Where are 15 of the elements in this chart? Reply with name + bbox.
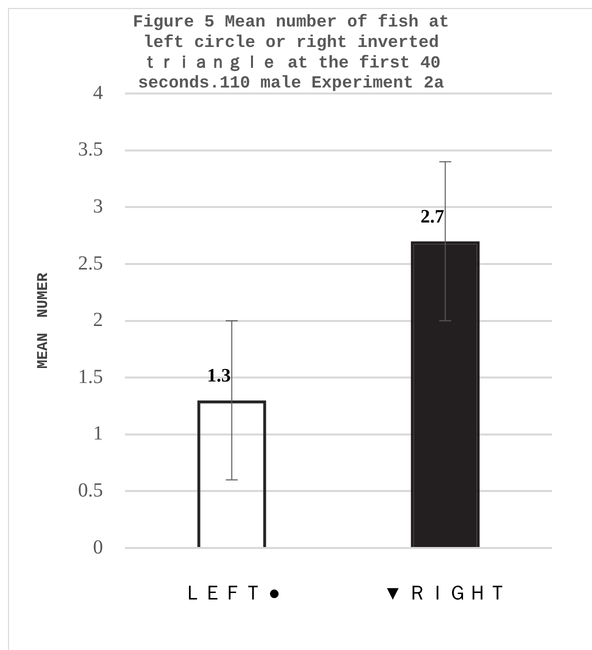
x-tick-label: ▼ ＲＩＧＨＴ <box>382 582 508 604</box>
y-tick-label: 3.5 <box>78 138 103 161</box>
y-tick-label: 1 <box>93 422 103 445</box>
y-tick-label: 0 <box>93 536 103 558</box>
y-tick-label: 0.5 <box>78 479 103 502</box>
y-axis-title: MEAN NUMER <box>34 272 52 369</box>
y-tick-label: 2 <box>93 309 103 332</box>
data-label: 1.3 <box>207 366 231 387</box>
y-tick-label: 2.5 <box>78 252 103 274</box>
chart-title: Figure 5 Mean number of fish at left circle or right inverted ｔｒｉａｎｇｌｅ at the first 40 seconds.110 male Experiment 2a <box>132 13 450 94</box>
y-tick-label: 3 <box>93 195 103 218</box>
x-tick-label: ＬＥＦＴ ● <box>183 582 280 604</box>
data-label: 2.7 <box>420 206 445 228</box>
y-tick-label: 4 <box>93 82 103 104</box>
y-tick-label: 1.5 <box>78 366 103 388</box>
